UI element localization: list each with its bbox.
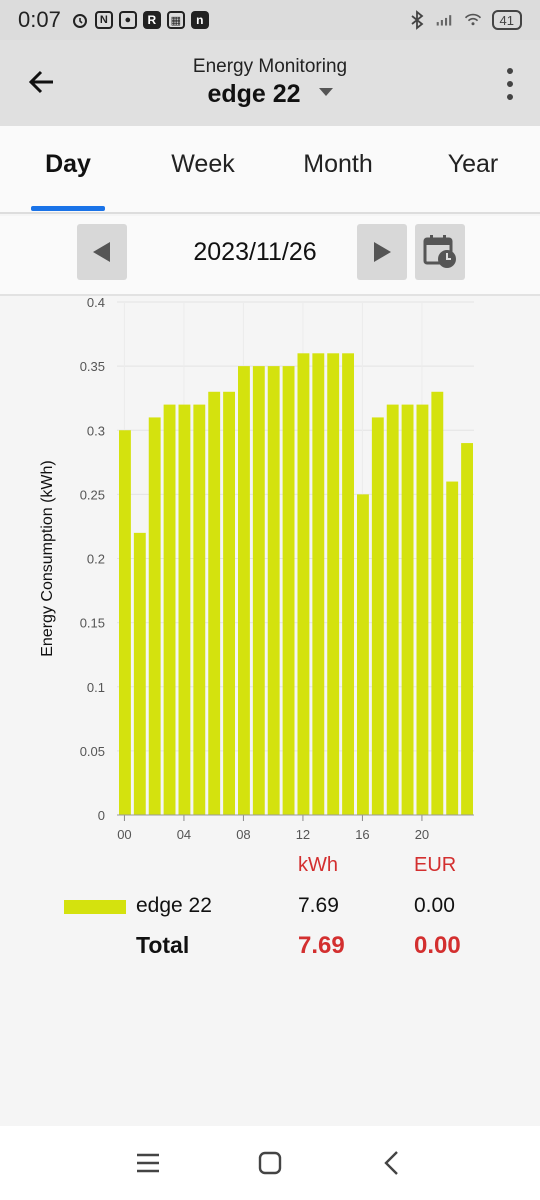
previous-date-button[interactable] [77,224,127,280]
bar [327,353,340,815]
app-bar: Energy Monitoring edge 22 [0,40,540,126]
x-tick-label: 16 [355,827,369,842]
bar [446,481,459,815]
x-tick-label: 12 [296,827,310,842]
alarm-icon [71,11,89,29]
next-date-button[interactable] [357,224,407,280]
bluetooth-icon [408,10,426,30]
device-name: edge 22 [207,80,301,108]
bar [238,366,250,815]
dropdown-caret-icon [318,88,333,97]
calendar-clock-icon [423,235,456,268]
app-icon: ● [118,11,137,29]
dot [507,81,513,87]
n-app-icon: n [190,11,209,29]
bar [312,353,325,815]
bar [357,494,369,815]
bar [178,404,191,815]
active-tab-indicator [31,206,105,211]
y-tick-label: 0.35 [80,359,105,374]
signal-icon [436,11,454,29]
x-tick-label: 04 [177,827,191,842]
dot [507,94,513,100]
current-date: 2023/11/26 [193,238,317,266]
y-tick-label: 0.4 [87,296,105,310]
tab-year[interactable]: Year [447,150,499,178]
bar [401,404,414,815]
status-bar: 0:07 N ● R ▦ n 41 [0,0,540,40]
bar [461,443,473,815]
triangle-right-icon [374,242,391,262]
menu-icon [137,1153,159,1173]
home-button[interactable] [255,1148,285,1178]
bar [193,404,206,815]
status-time: 0:07 [18,7,61,32]
calendar-app-icon: ▦ [166,11,185,29]
calendar-picker-button[interactable] [415,224,465,280]
period-tabs: Day Week Month Year [0,126,540,214]
date-navigator: 2023/11/26 [0,216,540,296]
y-tick-label: 0.05 [80,744,105,759]
bar [223,391,235,815]
energy-chart: 0 0.05 0.1 0.15 0.2 0.25 0.3 0.35 0.4 00 04 08 12 16 2… [0,296,540,856]
dot [507,68,513,74]
bar [342,353,354,815]
tab-week[interactable]: Week [171,150,235,178]
total-kwh: 7.69 [298,932,345,959]
arrow-left-icon [28,70,53,94]
system-navigation-bar [0,1126,540,1200]
y-axis-label: Energy Consumption (kWh) [39,460,56,657]
eur-column-header: EUR [414,854,457,876]
bar [267,366,280,815]
tab-day[interactable]: Day [45,150,91,178]
kwh-column-header: kWh [298,854,338,876]
legend-swatch [64,900,126,914]
nfc-icon: N [94,11,113,29]
triangle-left-icon [93,242,110,262]
wifi-icon [464,11,482,29]
bar [431,391,444,815]
device-selector[interactable]: edge 22 [0,80,540,109]
bar [208,391,221,815]
bar [252,366,265,815]
bar [282,366,295,815]
bar [297,353,310,815]
system-back-button[interactable] [377,1148,407,1178]
x-tick-label: 08 [236,827,250,842]
y-tick-label: 0.15 [80,616,105,631]
y-tick-label: 0.1 [87,680,105,695]
r-app-icon: R [142,11,161,29]
more-options-button[interactable] [500,68,520,100]
notification-icons: N ● R ▦ n [71,11,209,29]
device-row-label: edge 22 [136,894,212,917]
y-tick-label: 0.3 [87,423,105,438]
chevron-left-icon [384,1151,398,1175]
y-tick-label: 0.2 [87,552,105,567]
energy-summary: kWh EUR edge 22 7.69 0.00 Total 7.69 0.0… [0,850,540,970]
square-home-icon [258,1151,282,1175]
bar [416,404,429,815]
bar [148,417,161,815]
back-button[interactable] [24,64,60,100]
tab-month[interactable]: Month [303,150,373,178]
y-tick-label: 0.25 [80,487,105,502]
total-eur: 0.00 [414,932,461,959]
system-icons: 41 [408,10,522,30]
battery-icon: 41 [491,10,522,30]
recent-apps-button[interactable] [133,1148,163,1178]
bar [386,404,399,815]
device-row-kwh: 7.69 [298,894,339,917]
page-subtitle: Energy Monitoring [192,56,348,77]
y-tick-label: 0 [98,808,105,823]
device-row-eur: 0.00 [414,894,455,917]
bar [119,430,131,815]
x-tick-label: 20 [415,827,429,842]
x-tick-label: 00 [117,827,131,842]
bar [133,532,146,815]
bar-chart-svg: 0 0.05 0.1 0.15 0.2 0.25 0.3 0.35 0.4 00 04 08 12 16 2… [39,296,474,842]
bar [163,404,176,815]
bar [371,417,384,815]
total-label: Total [136,932,190,958]
